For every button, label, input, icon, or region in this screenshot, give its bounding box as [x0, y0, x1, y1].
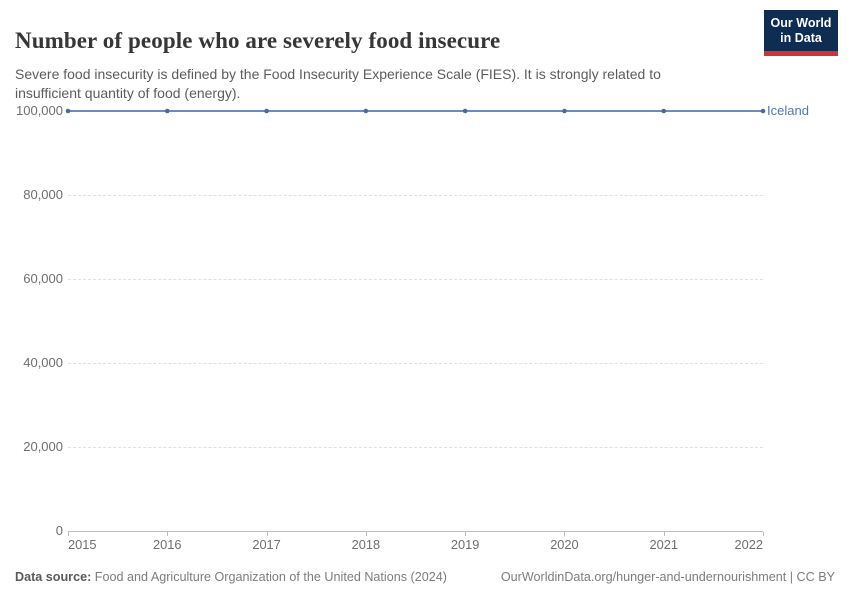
owid-logo-line2: in Data — [780, 31, 822, 45]
data-point-marker[interactable] — [661, 108, 667, 114]
y-gridline — [68, 363, 763, 364]
y-axis-tick-label: 0 — [55, 523, 63, 538]
data-source-note: Data source: Food and Agriculture Organi… — [15, 569, 447, 585]
x-axis-tick — [167, 532, 169, 536]
y-gridline — [68, 447, 763, 448]
chart-title: Number of people who are severely food i… — [15, 28, 501, 54]
chart-subtitle: Severe food insecurity is defined by the… — [15, 66, 661, 101]
data-point-marker[interactable] — [562, 108, 567, 114]
x-axis-tick — [763, 532, 764, 536]
chart-footer: Data source: Food and Agriculture Organi… — [15, 569, 835, 585]
y-gridline — [68, 279, 763, 280]
x-axis-tick-label: 2021 — [649, 537, 678, 552]
data-point-marker[interactable] — [760, 108, 766, 114]
y-axis-tick-label: 40,000 — [23, 355, 63, 370]
x-axis-tick-label: 2019 — [450, 537, 480, 552]
x-axis-tick-label: 2016 — [153, 537, 182, 552]
data-source-text: Food and Agriculture Organization of the… — [91, 570, 447, 584]
owid-credit-link[interactable]: OurWorldinData.org/hunger-and-undernouri… — [500, 570, 835, 584]
x-axis-tick-label: 2020 — [550, 537, 579, 552]
data-point-marker[interactable] — [264, 108, 269, 114]
y-axis-tick-label: 20,000 — [23, 439, 63, 454]
x-axis-tick-label: 2018 — [351, 537, 381, 552]
x-axis-tick-label: 2022 — [734, 537, 763, 552]
x-axis-tick — [365, 532, 367, 536]
y-axis-tick-label: 100,000 — [16, 103, 63, 118]
owid-logo-line1: Our World — [770, 16, 832, 30]
x-axis-tick — [564, 532, 566, 536]
y-axis-tick-label: 60,000 — [23, 271, 63, 286]
x-axis-tick — [663, 532, 665, 536]
x-axis-tick-label: 2015 — [68, 537, 97, 552]
x-axis-tick — [68, 532, 69, 536]
y-gridline — [68, 195, 763, 196]
entity-label-iceland: Iceland — [767, 103, 809, 118]
x-axis-tick-label: 2017 — [252, 537, 281, 552]
data-source-label: Data source: — [15, 570, 92, 584]
data-point-marker[interactable] — [462, 108, 468, 114]
owid-logo[interactable]: Our World in Data — [764, 10, 838, 56]
data-point-marker[interactable] — [65, 108, 71, 114]
x-axis-line — [68, 531, 763, 532]
x-axis-tick — [465, 532, 467, 536]
x-axis-tick — [266, 532, 268, 536]
data-point-marker[interactable] — [363, 108, 369, 114]
data-point-marker[interactable] — [164, 108, 170, 114]
y-axis-tick-label: 80,000 — [23, 187, 63, 202]
